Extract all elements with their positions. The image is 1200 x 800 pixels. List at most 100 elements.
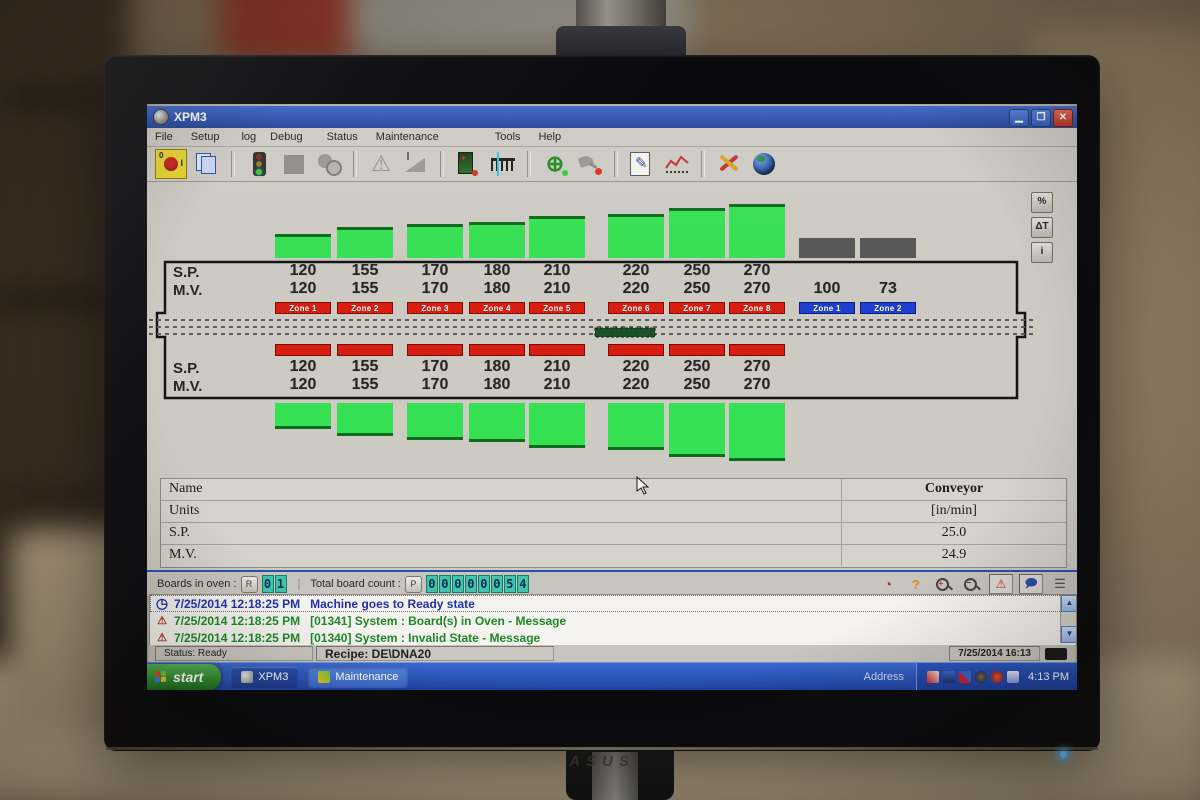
bottom-zone-8-sp-value[interactable]: 270 <box>743 358 771 375</box>
warning-icon: ⚠ <box>157 632 167 644</box>
top-zone-7-label[interactable]: Zone 7 <box>669 302 725 314</box>
table-row-value: Conveyor <box>841 479 1066 500</box>
report-icon[interactable]: ✎ <box>627 150 657 178</box>
tray-icon-tools[interactable] <box>927 671 940 683</box>
bottom-heat-bar-8 <box>729 403 785 461</box>
task-button-maintenance[interactable]: Maintenance <box>308 666 409 688</box>
top-zone-8-label[interactable]: Zone 8 <box>729 302 785 314</box>
bottom-zone-1-sp-value[interactable]: 120 <box>289 358 317 375</box>
tray-icon-update[interactable] <box>975 671 988 683</box>
globe-icon[interactable] <box>749 150 779 178</box>
menu-item-file[interactable]: File <box>155 131 173 143</box>
table-row-value: [in/min] <box>841 501 1066 522</box>
alarm-clear-icon[interactable]: ◔ <box>883 576 893 592</box>
table-row-label: Units <box>169 503 200 518</box>
bottom-zone-7-sp-value[interactable]: 250 <box>683 358 711 375</box>
percent-view-button[interactable]: % <box>1031 192 1053 213</box>
help-icon[interactable]: ? <box>912 576 920 592</box>
log-scrollbar[interactable]: ▲ ▼ <box>1060 595 1076 643</box>
top-zone-6-sp-value[interactable]: 220 <box>622 262 650 279</box>
tray-icon-security[interactable] <box>959 671 972 683</box>
traffic-light-icon[interactable] <box>244 150 274 178</box>
top-mv-row-label: M.V. <box>173 282 203 299</box>
menu-item-status[interactable]: Status <box>326 131 358 143</box>
show-warnings-icon[interactable]: ⚠ <box>989 574 1013 594</box>
bottom-heater-bar-3 <box>407 344 463 356</box>
scroll-up-button[interactable]: ▲ <box>1061 595 1076 612</box>
battery-icon[interactable]: + <box>453 150 483 178</box>
ruler-icon[interactable] <box>488 150 518 178</box>
top-zone-3-label[interactable]: Zone 3 <box>407 302 463 314</box>
top-zone-1-label[interactable]: Zone 1 <box>275 302 331 314</box>
top-zone-3-sp-value[interactable]: 170 <box>421 262 449 279</box>
screen: XPM3 ▁ ❐ ✕ File Setup log Debug Status Mainte… <box>147 104 1077 690</box>
chart-icon[interactable] <box>662 150 692 178</box>
top-zone-5-label[interactable]: Zone 5 <box>529 302 585 314</box>
zoom-out-icon[interactable]: − <box>961 575 983 593</box>
window-titlebar[interactable]: XPM3 ▁ ❐ ✕ <box>147 106 1077 128</box>
top-zone-4-label[interactable]: Zone 4 <box>469 302 525 314</box>
bottom-heater-bar-8 <box>729 344 785 356</box>
bottom-zone-5-sp-value[interactable]: 210 <box>543 358 571 375</box>
bezel-bottom-edge <box>106 747 1098 750</box>
task-button-xpm3[interactable]: XPM3 <box>231 666 299 688</box>
menu-item-help[interactable]: Help <box>538 131 562 143</box>
scroll-down-button[interactable]: ▼ <box>1061 626 1076 643</box>
event-log: ▲ ▼ ◷ 7/25/2014 12:18:25 PM Machine goes t… <box>149 594 1077 646</box>
bottom-zone-4-sp-value[interactable]: 180 <box>483 358 511 375</box>
show-messages-icon[interactable]: 🗩 <box>1019 574 1043 594</box>
menu-item-debug[interactable]: Debug <box>270 131 303 143</box>
address-toolbar-label[interactable]: Address <box>863 671 905 683</box>
minimize-button[interactable]: ▁ <box>1009 109 1029 127</box>
stop-icon[interactable] <box>279 150 309 178</box>
top-zone-1-sp-value[interactable]: 120 <box>289 262 317 279</box>
top-zone-8-sp-value[interactable]: 270 <box>743 262 771 279</box>
menu-item-maintenance[interactable]: Maintenance <box>375 131 439 143</box>
bottom-zone-2-sp-value[interactable]: 155 <box>351 358 379 375</box>
fan-icon[interactable]: ⊕ <box>540 150 570 178</box>
restore-button[interactable]: ❐ <box>1031 109 1051 127</box>
top-heat-bar-8 <box>729 204 785 258</box>
tray-icon-display[interactable] <box>1007 671 1020 683</box>
conveyor-table: Name Conveyor Units [in/min] S.P. 25.0 M.V. 24.… <box>160 478 1067 568</box>
top-zone-5-sp-value[interactable]: 210 <box>543 262 571 279</box>
warning-icon[interactable]: ⚠ <box>371 151 391 176</box>
cool-zone-1-label[interactable]: Zone 1 <box>799 302 855 314</box>
blower-icon[interactable] <box>575 150 605 178</box>
menu-item-log[interactable]: log <box>241 131 257 143</box>
total-count-digit: 5 <box>503 575 516 593</box>
menu-item-tools[interactable]: Tools <box>494 131 521 143</box>
log-entry-3[interactable]: ⚠ 7/25/2014 12:18:25 PM [01340] System : I… <box>150 629 1076 645</box>
start-button[interactable]: start <box>147 664 222 690</box>
bottom-zone-5-mv-value: 210 <box>543 376 571 393</box>
tray-icon-alert[interactable] <box>991 671 1004 683</box>
top-zone-6-label[interactable]: Zone 6 <box>608 302 664 314</box>
top-heat-bar-2 <box>337 227 393 258</box>
bottom-heat-bar-4 <box>469 403 525 442</box>
copy-pages-icon[interactable] <box>192 150 222 178</box>
table-row-value[interactable]: 25.0 <box>841 523 1066 544</box>
power-switch-icon[interactable]: 0 I <box>155 149 187 179</box>
table-row-value[interactable]: 24.9 <box>841 545 1066 566</box>
tray-icon-network[interactable] <box>943 671 956 683</box>
boards-reset-button[interactable]: R <box>240 575 258 593</box>
delta-t-view-button[interactable]: ΔT <box>1031 217 1053 238</box>
zoom-in-icon[interactable]: + <box>933 575 955 593</box>
top-zone-7-sp-value[interactable]: 250 <box>683 262 711 279</box>
top-zone-4-sp-value[interactable]: 180 <box>483 262 511 279</box>
lamp-mute-icon[interactable] <box>314 150 344 178</box>
top-zone-2-label[interactable]: Zone 2 <box>337 302 393 314</box>
total-reset-button[interactable]: P <box>404 575 422 593</box>
menu-item-setup[interactable]: Setup <box>190 131 220 143</box>
bottom-zone-6-sp-value[interactable]: 220 <box>622 358 650 375</box>
bottom-zone-3-sp-value[interactable]: 170 <box>421 358 449 375</box>
log-entry-1[interactable]: ◷ 7/25/2014 12:18:25 PM Machine goes to Re… <box>150 595 1076 612</box>
info-view-button[interactable]: i <box>1031 242 1053 263</box>
log-entry-2[interactable]: ⚠ 7/25/2014 12:18:25 PM [01341] System : B… <box>150 612 1076 629</box>
top-zone-2-sp-value[interactable]: 155 <box>351 262 379 279</box>
cool-zone-2-label[interactable]: Zone 2 <box>860 302 916 314</box>
close-button[interactable]: ✕ <box>1053 109 1073 127</box>
loader-ramp-icon[interactable] <box>401 150 431 178</box>
boards-in-oven-label: Boards in oven : <box>157 578 237 590</box>
log-list-icon[interactable]: ☰ <box>1054 576 1066 591</box>
